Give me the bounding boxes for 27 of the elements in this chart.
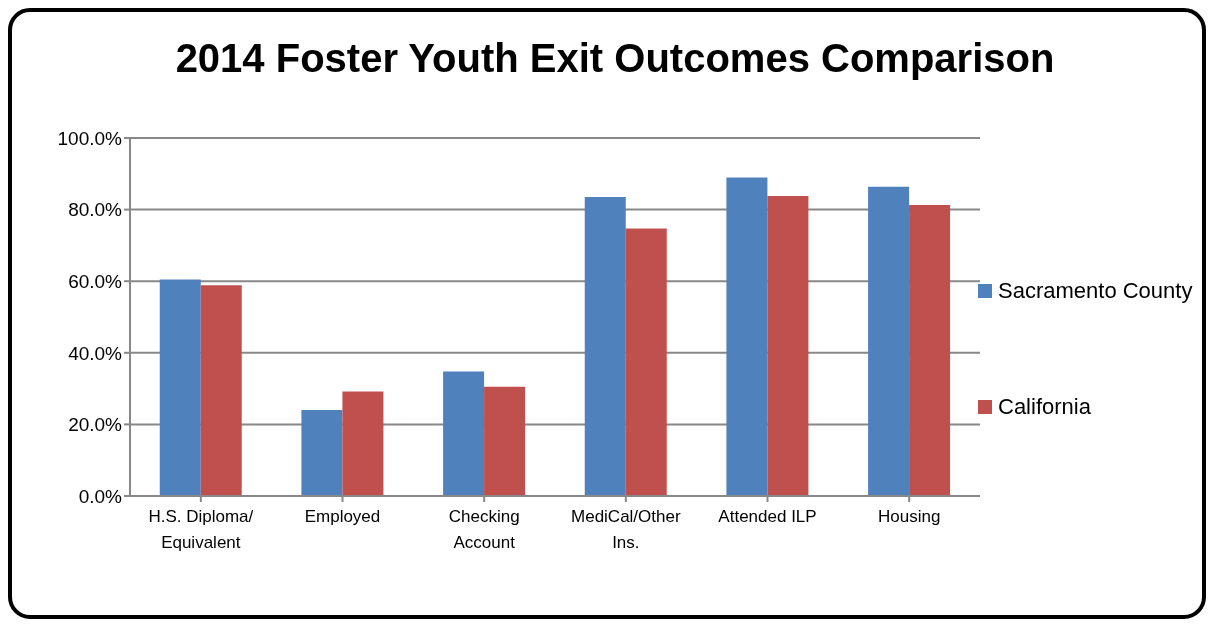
- bar: [484, 386, 526, 496]
- y-tick-label: 60.0%: [68, 270, 123, 292]
- bar: [909, 204, 951, 496]
- x-tick-label: Housing: [877, 507, 941, 526]
- bar: [200, 285, 242, 496]
- y-tick-label: 20.0%: [68, 414, 123, 436]
- bar: [625, 228, 667, 496]
- bar: [443, 371, 485, 496]
- y-tick-label: 100.0%: [57, 127, 123, 149]
- y-tick-label: 80.0%: [68, 199, 123, 221]
- x-tick-label: MediCal/Other Ins.: [571, 507, 681, 552]
- y-tick-label: 0.0%: [78, 485, 123, 507]
- bar: [342, 391, 384, 496]
- bar: [301, 410, 343, 496]
- bar: [584, 197, 626, 496]
- x-tick-label: Employed: [304, 507, 381, 526]
- legend-label: Sacramento County: [998, 278, 1193, 304]
- x-tick-label: Checking Account: [448, 507, 520, 552]
- bar: [159, 279, 201, 496]
- legend-label: California: [998, 394, 1091, 420]
- y-tick-label: 40.0%: [68, 342, 123, 364]
- x-tick-label: H.S. Diploma/ Equivalent: [148, 507, 254, 552]
- bar: [726, 177, 768, 496]
- bar: [767, 196, 809, 496]
- x-tick-label: Attended ILP: [718, 507, 817, 526]
- chart-title: 2014 Foster Youth Exit Outcomes Comparison: [174, 36, 1056, 81]
- bar: [868, 186, 910, 496]
